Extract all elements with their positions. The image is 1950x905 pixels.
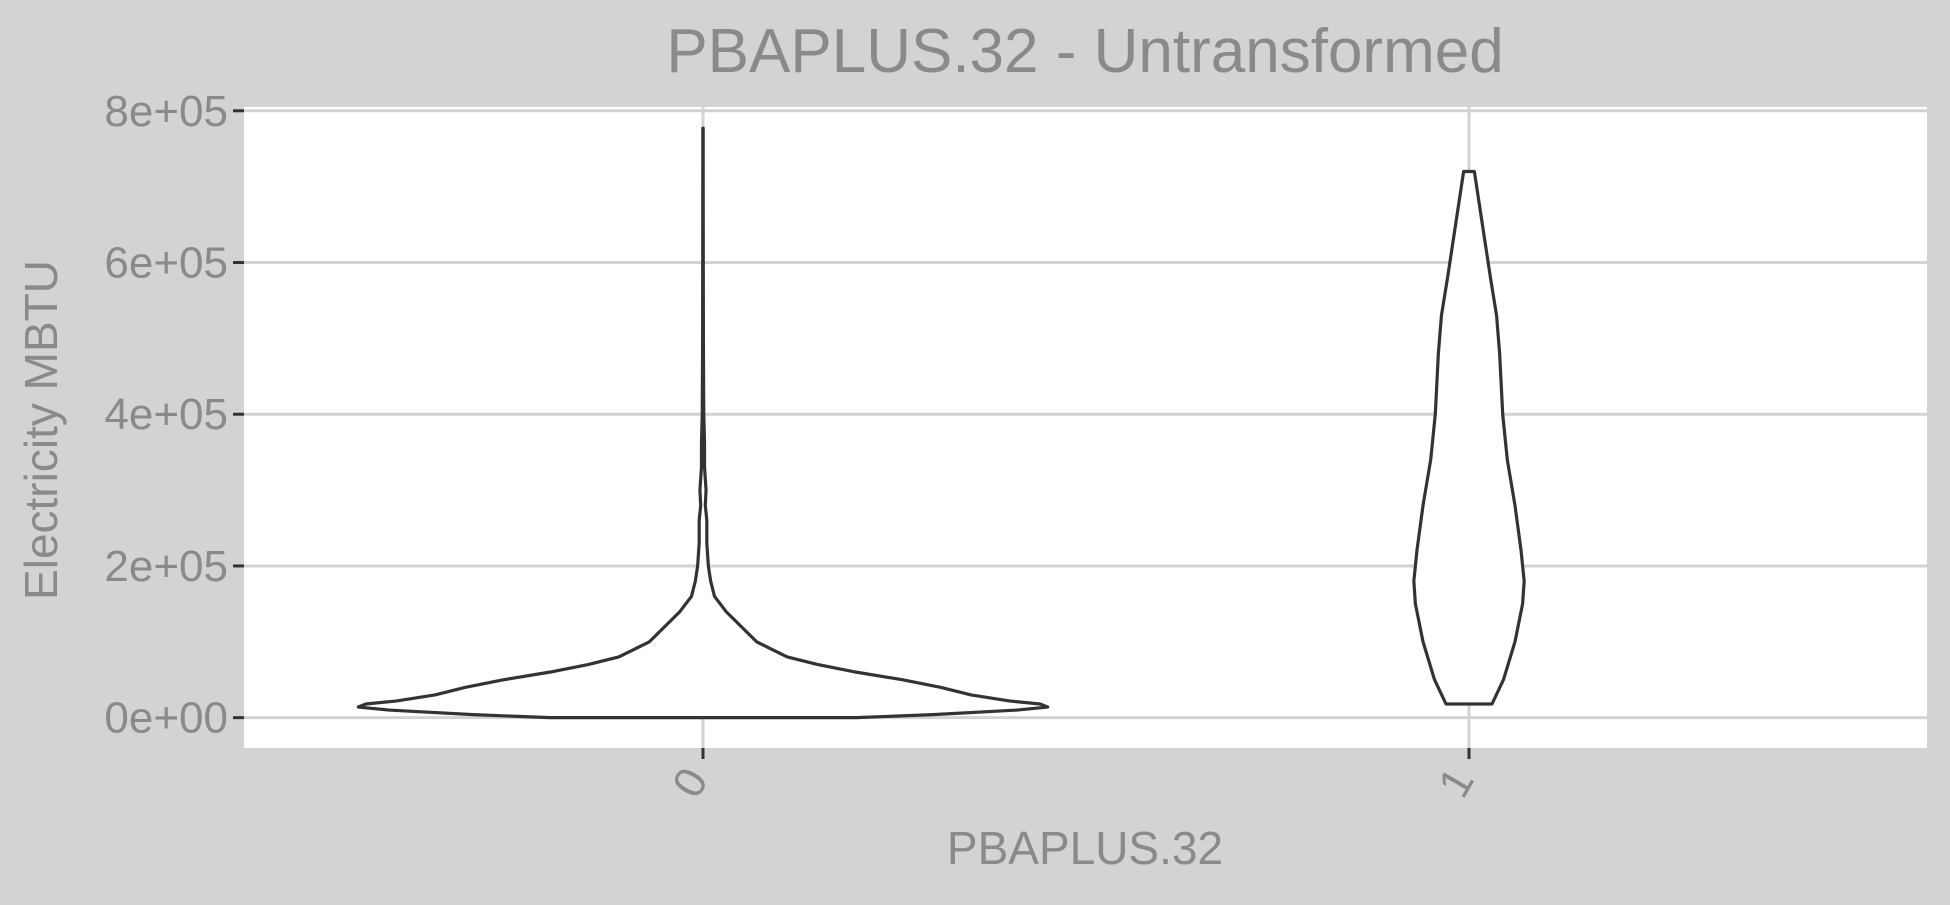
- x-axis-title: PBAPLUS.32: [947, 822, 1223, 874]
- y-tick-label: 6e+05: [104, 239, 228, 288]
- y-tick-label: 0e+00: [104, 694, 228, 743]
- violin-1: [1412, 169, 1526, 706]
- y-tick-label: 8e+05: [104, 87, 228, 136]
- y-tick-label: 4e+05: [104, 390, 228, 439]
- y-axis: 0e+00 2e+05 4e+05 6e+05 8e+05: [104, 87, 244, 743]
- y-tick-label: 2e+05: [104, 542, 228, 591]
- chart-title: PBAPLUS.32 - Untransformed: [666, 17, 1503, 86]
- plot-panel: [244, 107, 1927, 748]
- violins: [356, 126, 1526, 720]
- y-axis-title: Electricity MBTU: [15, 260, 67, 600]
- violin-0: [356, 126, 1050, 720]
